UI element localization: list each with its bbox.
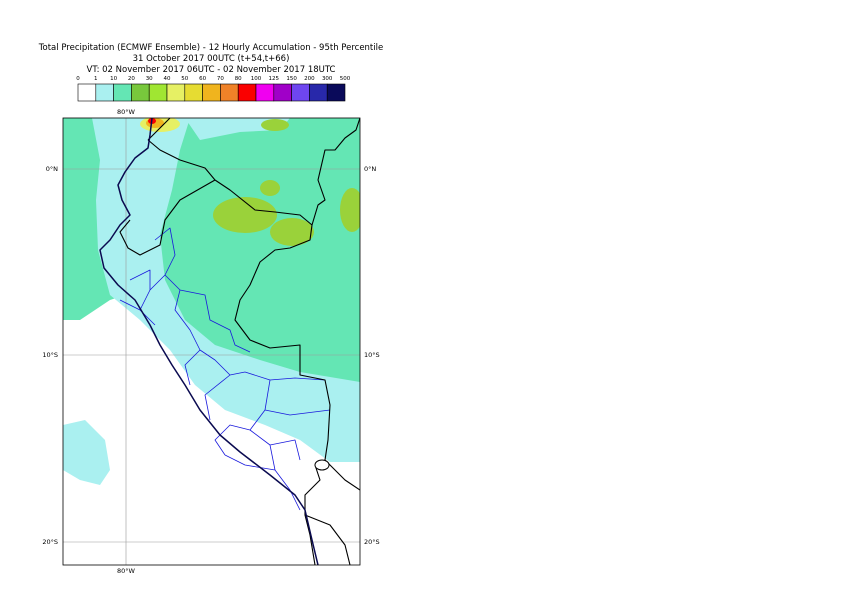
legend-swatch: [95, 83, 114, 102]
legend-level: 60: [199, 76, 206, 82]
legend-swatch: [202, 83, 221, 102]
field-20-30: [260, 180, 280, 196]
legend-level: 300: [322, 76, 333, 82]
latitude-label: 20°S: [364, 538, 380, 546]
longitude-label: 80°W: [117, 108, 136, 116]
legend-level: 40: [164, 76, 171, 82]
legend-level: 150: [286, 76, 297, 82]
field-20-30: [261, 119, 289, 131]
legend-swatch: [309, 83, 328, 102]
latitude-label: 0°N: [46, 165, 58, 173]
legend-swatch: [166, 83, 186, 102]
legend-level: 200: [304, 76, 315, 82]
field-1-10: [63, 420, 110, 485]
legend-swatch: [291, 83, 310, 102]
legend-swatch: [326, 83, 346, 102]
map: [63, 118, 360, 565]
latitude-label: 0°N: [364, 165, 376, 173]
legend-swatch: [113, 83, 132, 102]
legend-swatch: [255, 83, 275, 102]
title: Total Precipitation (ECMWF Ensemble) - 1…: [38, 43, 383, 53]
field-20-30: [213, 197, 277, 233]
field-20-30: [270, 218, 314, 246]
base-time: 31 October 2017 00UTC (t+54,t+66): [133, 54, 290, 64]
latitude-label: 10°S: [42, 351, 58, 359]
legend-swatch: [184, 83, 203, 102]
longitude-label: 80°W: [117, 567, 136, 575]
valid-time: VT: 02 November 2017 06UTC - 02 November…: [87, 65, 336, 75]
legend-level: 70: [217, 76, 224, 82]
legend-swatch: [273, 83, 292, 102]
legend-level: 50: [181, 76, 188, 82]
legend-level: 125: [269, 76, 280, 82]
legend-swatch: [148, 83, 168, 102]
legend-swatch: [237, 83, 257, 102]
legend: 0 1 10 20 30 40 50 60 70 80 100 125 150 200 300 500: [76, 76, 351, 102]
latitude-label: 10°S: [364, 351, 380, 359]
lake-titicaca: [314, 459, 330, 471]
legend-level: 500: [340, 76, 351, 82]
legend-level: 10: [110, 76, 117, 82]
field-20-30: [340, 188, 360, 232]
legend-swatch: [220, 83, 239, 102]
legend-level: 100: [251, 76, 262, 82]
legend-level: 0: [76, 76, 80, 82]
legend-swatch: [131, 83, 150, 102]
map-frame: [62, 117, 361, 566]
latitude-label: 20°S: [42, 538, 58, 546]
legend-swatch: [77, 83, 97, 102]
legend-level: 20: [128, 76, 135, 82]
coastline: [99, 118, 319, 565]
department-boundary: [119, 227, 331, 511]
legend-level: 30: [146, 76, 153, 82]
legend-level: 1: [94, 76, 98, 82]
field-1-10: [92, 118, 360, 462]
country-border: [119, 118, 360, 565]
legend-level: 80: [235, 76, 242, 82]
